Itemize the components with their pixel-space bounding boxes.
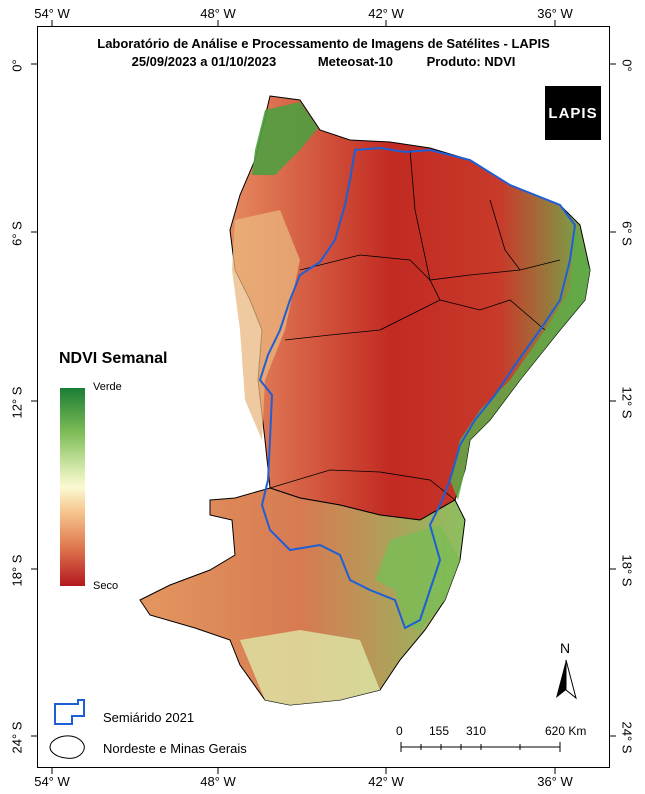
lon-tick-top: 54° W <box>34 6 70 21</box>
colorbar-top-label: Verde <box>93 381 122 393</box>
light-patch-west <box>232 210 300 440</box>
lon-tick-bottom: 36° W <box>537 774 573 789</box>
semiarido-outline <box>258 146 577 630</box>
satellite-name: Meteosat-10 <box>317 54 393 69</box>
scale-label: 310 <box>466 724 487 738</box>
lon-tick-top: 36° W <box>537 6 573 21</box>
lon-tick-bottom: 48° W <box>200 774 236 789</box>
lon-tick-bottom: 54° W <box>34 774 70 789</box>
date-range: 25/09/2023 a 01/10/2023 <box>131 54 277 69</box>
lon-tick-bottom: 42° W <box>368 774 404 789</box>
lapis-logo-text: LAPIS <box>548 104 598 122</box>
scale-label: 0 <box>396 724 403 738</box>
green-coast-east <box>450 225 590 500</box>
scale-label: 155 <box>429 724 450 738</box>
nordeste-legend-symbol <box>49 735 85 759</box>
map-subtitle: 25/09/2023 a 01/10/2023 Meteosat-10 Prod… <box>37 54 610 70</box>
scale-label: 620 Km <box>545 724 587 738</box>
legend-semiarido-label: Semiárido 2021 <box>103 710 195 725</box>
product-name: Produto: NDVI <box>426 54 516 69</box>
north-label: N <box>560 640 571 656</box>
state-borders <box>269 149 561 501</box>
colorbar-bottom-label: Seco <box>93 580 119 592</box>
legend-nordeste-label: Nordeste e Minas Gerais <box>103 741 247 756</box>
green-patch-south <box>375 525 460 630</box>
graticule-ticks <box>31 20 616 774</box>
lon-tick-top: 42° W <box>368 6 404 21</box>
north-arrow-icon <box>556 659 577 700</box>
ndvi-colorbar <box>60 388 85 586</box>
light-patch-south <box>240 630 380 705</box>
map-title: Laboratório de Análise e Processamento d… <box>97 36 550 51</box>
legend-title: NDVI Semanal <box>59 350 168 367</box>
lapis-logo: LAPIS <box>545 86 601 140</box>
semiarido-legend-symbol <box>54 699 85 725</box>
green-patch-nw <box>252 102 318 175</box>
lon-tick-top: 48° W <box>200 6 236 21</box>
scale-bar <box>400 742 561 752</box>
